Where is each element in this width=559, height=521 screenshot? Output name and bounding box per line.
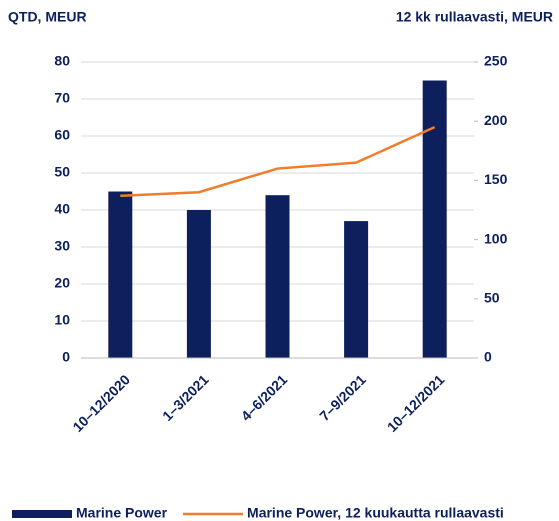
x-tick-label: 10–12/2020 <box>69 371 133 435</box>
y-tick-label: 50 <box>54 164 70 180</box>
y-axis-label: QTD, MEUR <box>8 9 87 25</box>
y-tick-label: 20 <box>54 275 70 291</box>
legend-swatch <box>12 510 72 518</box>
line-series <box>120 125 436 198</box>
bar <box>186 210 211 358</box>
y2-tick-label: 250 <box>484 53 508 69</box>
bar <box>422 80 447 358</box>
y-tick-label: 30 <box>54 238 70 254</box>
y-tick-label: 40 <box>54 201 70 217</box>
x-tick-label: 1–3/2021 <box>159 371 212 424</box>
legend-label: Marine Power <box>76 505 168 521</box>
y2-tick-label: 150 <box>484 171 508 187</box>
x-tick-label: 7–9/2021 <box>316 371 369 424</box>
bar <box>344 221 369 358</box>
y-tick-label: 70 <box>54 90 70 106</box>
y-tick-label: 10 <box>54 312 70 328</box>
bar <box>108 191 133 358</box>
bar <box>265 195 290 358</box>
y-tick-label: 0 <box>62 349 70 365</box>
y2-tick-label: 200 <box>484 112 508 128</box>
x-tick-label: 4–6/2021 <box>238 371 291 424</box>
y2-tick-label: 50 <box>484 290 500 306</box>
legend-label: Marine Power, 12 kuukautta rullaavasti <box>247 505 504 521</box>
y2-tick-label: 0 <box>484 349 492 365</box>
x-tick-label: 10–12/2021 <box>384 371 448 435</box>
y2-tick-label: 100 <box>484 230 508 246</box>
y2-axis-label: 12 kk rullaavasti, MEUR <box>396 9 553 25</box>
y-tick-label: 60 <box>54 127 70 143</box>
y-tick-label: 80 <box>54 53 70 69</box>
